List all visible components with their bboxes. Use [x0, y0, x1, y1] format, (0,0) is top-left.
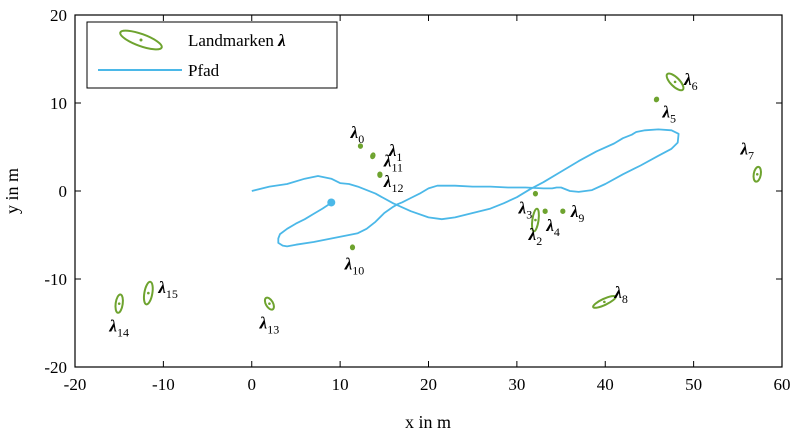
landmark-center	[534, 192, 537, 195]
landmark-label: λ2	[528, 225, 543, 248]
landmark-label: λ3	[518, 199, 533, 222]
landmark-ellipse	[377, 172, 383, 178]
landmark-ellipse	[560, 208, 566, 215]
landmark-center	[655, 98, 658, 101]
x-tick-label: 30	[508, 375, 525, 394]
y-tick-label: -20	[44, 358, 67, 377]
x-tick-label: 10	[332, 375, 349, 394]
x-tick-label: 0	[248, 375, 257, 394]
landmark-label: λ4	[545, 216, 560, 239]
landmark-center	[117, 302, 121, 305]
landmark-center	[359, 144, 362, 148]
landmark-12: λ12	[377, 172, 404, 195]
landmark-0: λ0	[350, 123, 365, 149]
landmark-ellipse	[349, 244, 356, 251]
axis-ticks: -20 -10 0 10 20 30 40 50 60 -20 -10 0 10 20	[44, 6, 790, 394]
landmark-ellipse	[530, 207, 540, 233]
y-tick-label: 0	[59, 182, 68, 201]
path-line	[251, 128, 680, 248]
landmark-center	[561, 209, 565, 213]
landmark-15: λ15	[142, 278, 178, 306]
y-tick-label: 10	[50, 94, 67, 113]
landmark-4: λ4	[542, 208, 560, 239]
x-tick-label: 40	[597, 375, 614, 394]
x-tick-label: -20	[64, 375, 87, 394]
landmark-ellipse	[665, 72, 685, 92]
landmark-center	[534, 218, 537, 222]
landmark-label: λ14	[108, 317, 129, 340]
landmark-label: λ12	[383, 172, 404, 195]
y-tick-label: -10	[44, 270, 67, 289]
landmark-7: λ7	[739, 139, 762, 183]
landmark-label: λ0	[350, 123, 365, 146]
landmark-ellipse	[114, 293, 124, 314]
landmark-center	[147, 291, 150, 295]
landmark-center	[755, 172, 759, 176]
landmark-9: λ9	[560, 202, 585, 225]
landmark-center	[268, 302, 271, 305]
landmark-ellipse	[653, 96, 660, 103]
landmark-ellipse	[263, 296, 275, 311]
path-current-position-marker	[327, 198, 336, 207]
x-axis-label: x in m	[405, 412, 451, 432]
y-axis-label: y in m	[2, 168, 22, 214]
landmark-ellipse	[542, 208, 548, 215]
legend-landmark-dot	[139, 38, 143, 42]
x-tick-label: 50	[685, 375, 702, 394]
x-tick-label: 60	[774, 375, 791, 394]
x-tick-label: -10	[152, 375, 175, 394]
landmark-label: λ5	[662, 102, 677, 125]
landmark-13: λ13	[259, 296, 280, 337]
legend-landmarks-label: Landmarken λ	[188, 31, 286, 50]
landmark-center	[371, 154, 375, 158]
legend-box	[86, 21, 338, 89]
legend-landmark-symbol	[119, 29, 163, 51]
landmark-ellipse	[532, 190, 539, 197]
legend: Landmarken λ Pfad	[86, 21, 338, 89]
landmark-14: λ14	[108, 293, 129, 340]
landmark-label: λ13	[259, 314, 280, 337]
landmark-ellipse	[592, 294, 617, 309]
landmark-center	[603, 300, 606, 304]
landmark-label: λ7	[739, 139, 754, 162]
landmark-label: λ9	[570, 202, 585, 225]
landmark-center	[543, 209, 547, 213]
landmark-ellipse	[142, 280, 154, 306]
y-tick-label: 20	[50, 6, 67, 25]
landmark-center	[378, 173, 382, 177]
landmark-3: λ3	[518, 190, 539, 222]
landmark-ellipse	[752, 165, 762, 183]
landmark-10: λ10	[344, 244, 365, 277]
landmark-ellipse	[357, 143, 364, 149]
landmark-5: λ5	[653, 96, 677, 125]
landmark-6: λ6	[665, 70, 698, 93]
landmark-label: λ6	[683, 70, 698, 93]
landmark-ellipse	[370, 152, 376, 160]
landmark-label: λ10	[344, 254, 365, 277]
landmark-center	[673, 80, 677, 84]
landmark-label: λ15	[157, 278, 178, 301]
x-tick-label: 20	[420, 375, 437, 394]
landmark-center	[351, 246, 354, 249]
legend-path-label: Pfad	[188, 61, 220, 80]
landmark-label: λ8	[613, 283, 628, 306]
landmark-8: λ8	[592, 283, 628, 309]
